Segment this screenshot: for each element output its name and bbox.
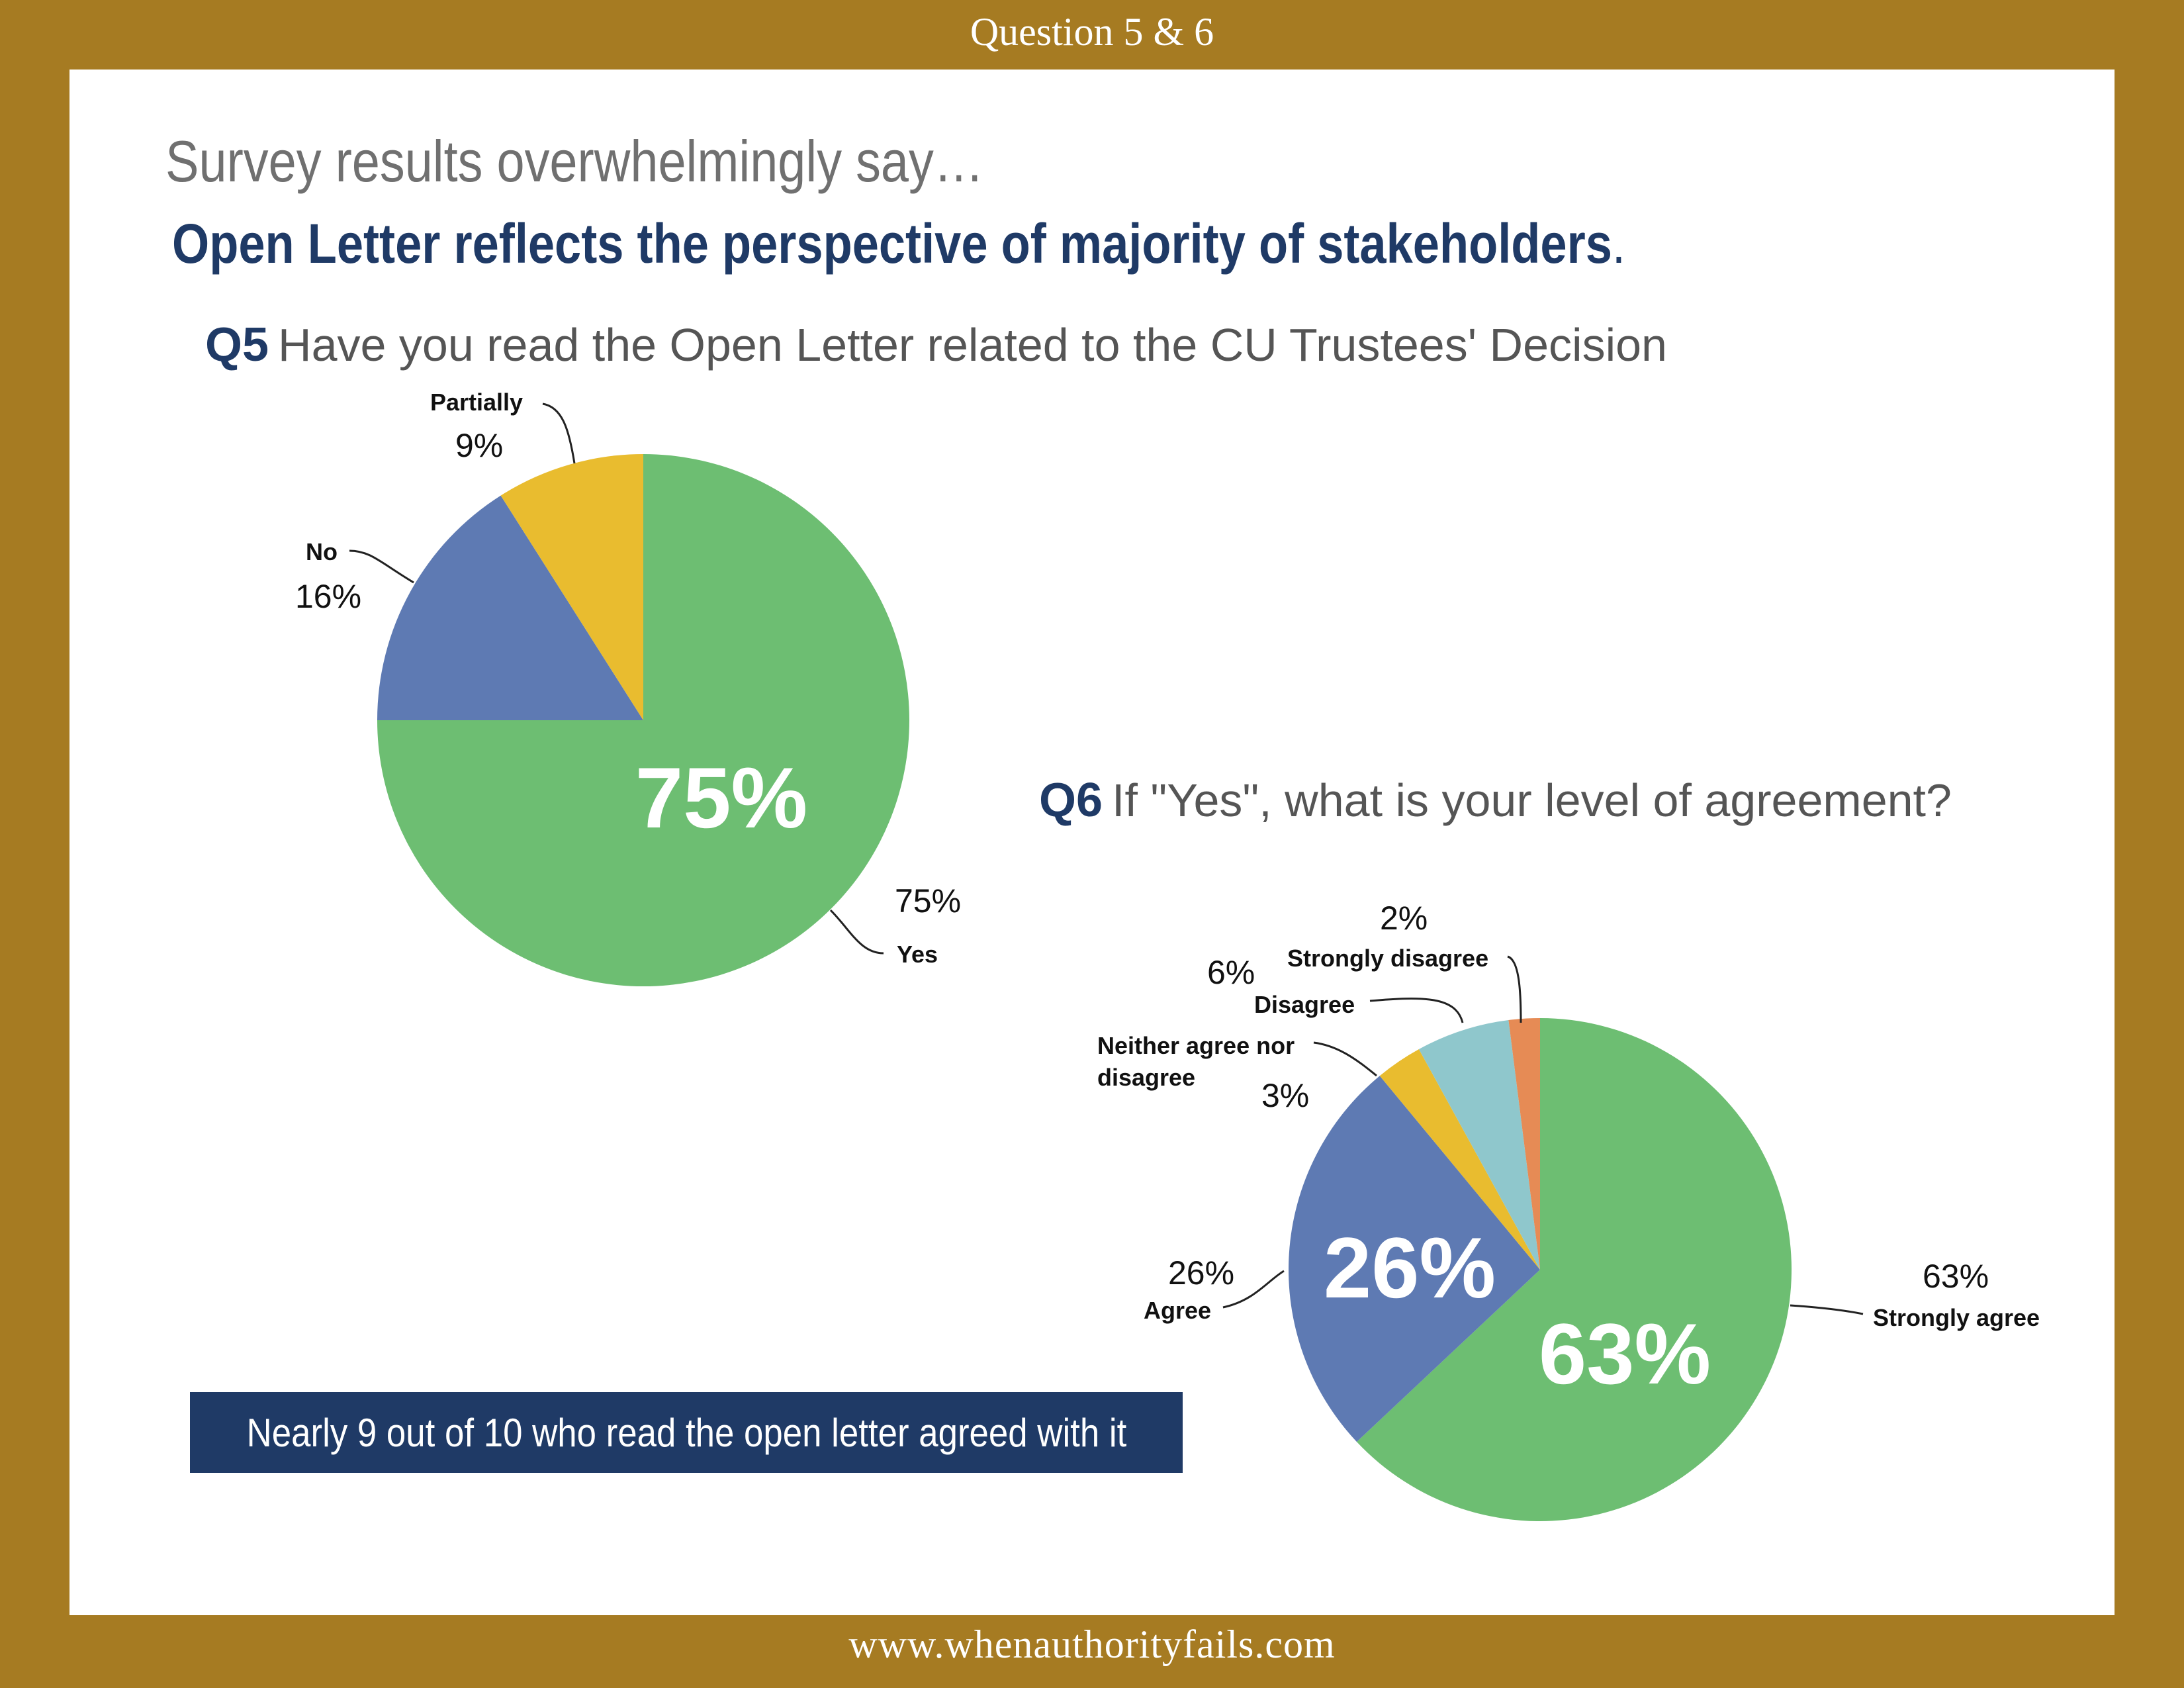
q5-slice-no: [377, 495, 643, 720]
q6-label-strongly-agree: Strongly agree: [1873, 1304, 2040, 1331]
header-title: Question 5 & 6: [970, 10, 1214, 54]
q6-pct-strongly-agree: 63%: [1923, 1258, 1989, 1295]
q5-label-partially: Partially: [430, 389, 523, 416]
q6-title: If "Yes", what is your level of agreemen…: [1112, 774, 1952, 826]
q5-labels: Partially 9% No 16% 75% Yes 75%: [295, 389, 961, 968]
q5-question: Q5 Have you read the Open Letter related …: [205, 318, 1667, 372]
q6-slice-agree: [1288, 1076, 1540, 1442]
q6-leader-agree: [1222, 1270, 1285, 1309]
q6-label-disagree: Disagree: [1254, 991, 1355, 1018]
q6-label-neither-line1: Neither agree nor: [1097, 1032, 1295, 1059]
q6-leader-neither: [1313, 1041, 1377, 1077]
q5-leader-no: [349, 549, 414, 584]
slide-headline: Open Letter reflects the perspective of …: [172, 212, 1625, 276]
q6-leader-disagree: [1369, 997, 1464, 1023]
q6-slice-strongly-agree: [1356, 1018, 1792, 1521]
q6-number: Q6: [1039, 774, 1103, 827]
q5-label-no: No: [306, 538, 338, 565]
q6-slice-neither-agree-nor-disagree: [1379, 1049, 1540, 1270]
q6-label-agree: Agree: [1144, 1297, 1211, 1324]
q6-leader-strongly-disagree: [1507, 955, 1522, 1023]
q5-leader-partially: [542, 402, 576, 464]
summary-callout-text: Nearly 9 out of 10 who read the open let…: [246, 1410, 1126, 1455]
headline-text: Open Letter reflects the perspective of …: [172, 212, 1612, 275]
q5-label-yes: Yes: [897, 941, 938, 968]
q6-pct-disagree: 6%: [1207, 954, 1255, 991]
q6-label-neither-line2: disagree: [1097, 1064, 1195, 1091]
q5-leader-yes: [829, 909, 884, 955]
summary-callout: Nearly 9 out of 10 who read the open let…: [190, 1392, 1183, 1473]
q6-big-label-strongly-agree: 63%: [1539, 1305, 1711, 1402]
q5-pie: [377, 454, 909, 986]
q6-slice-strongly-disagree: [1508, 1018, 1540, 1270]
q6-pct-agree: 26%: [1168, 1254, 1234, 1291]
q5-number: Q5: [205, 318, 269, 371]
q5-big-label: 75%: [635, 749, 807, 846]
q5-title: Have you read the Open Letter related to…: [278, 319, 1667, 371]
q6-pct-neither: 3%: [1261, 1077, 1309, 1114]
q5-pct-partially: 9%: [455, 427, 503, 464]
headline-period: .: [1612, 212, 1625, 275]
q6-pie: [1288, 1018, 1792, 1521]
q6-big-label-agree: 26%: [1324, 1219, 1496, 1316]
q6-pct-strongly-disagree: 2%: [1380, 900, 1428, 937]
q5-pct-yes: 75%: [895, 882, 961, 919]
footer-url: www.whenauthorityfails.com: [848, 1622, 1336, 1666]
q6-labels: 2% Strongly disagree 6% Disagree Neither…: [1097, 900, 2040, 1402]
q5-slice-partially: [500, 454, 643, 720]
q6-question: Q6 If "Yes", what is your level of agreem…: [1039, 773, 1952, 827]
q6-slice-disagree: [1418, 1019, 1540, 1270]
q6-leader-strongly-agree: [1790, 1304, 1864, 1315]
q5-pct-no: 16%: [295, 578, 361, 615]
slide-subtitle: Survey results overwhelmingly say…: [165, 128, 984, 194]
q6-label-strongly-disagree: Strongly disagree: [1287, 945, 1488, 972]
